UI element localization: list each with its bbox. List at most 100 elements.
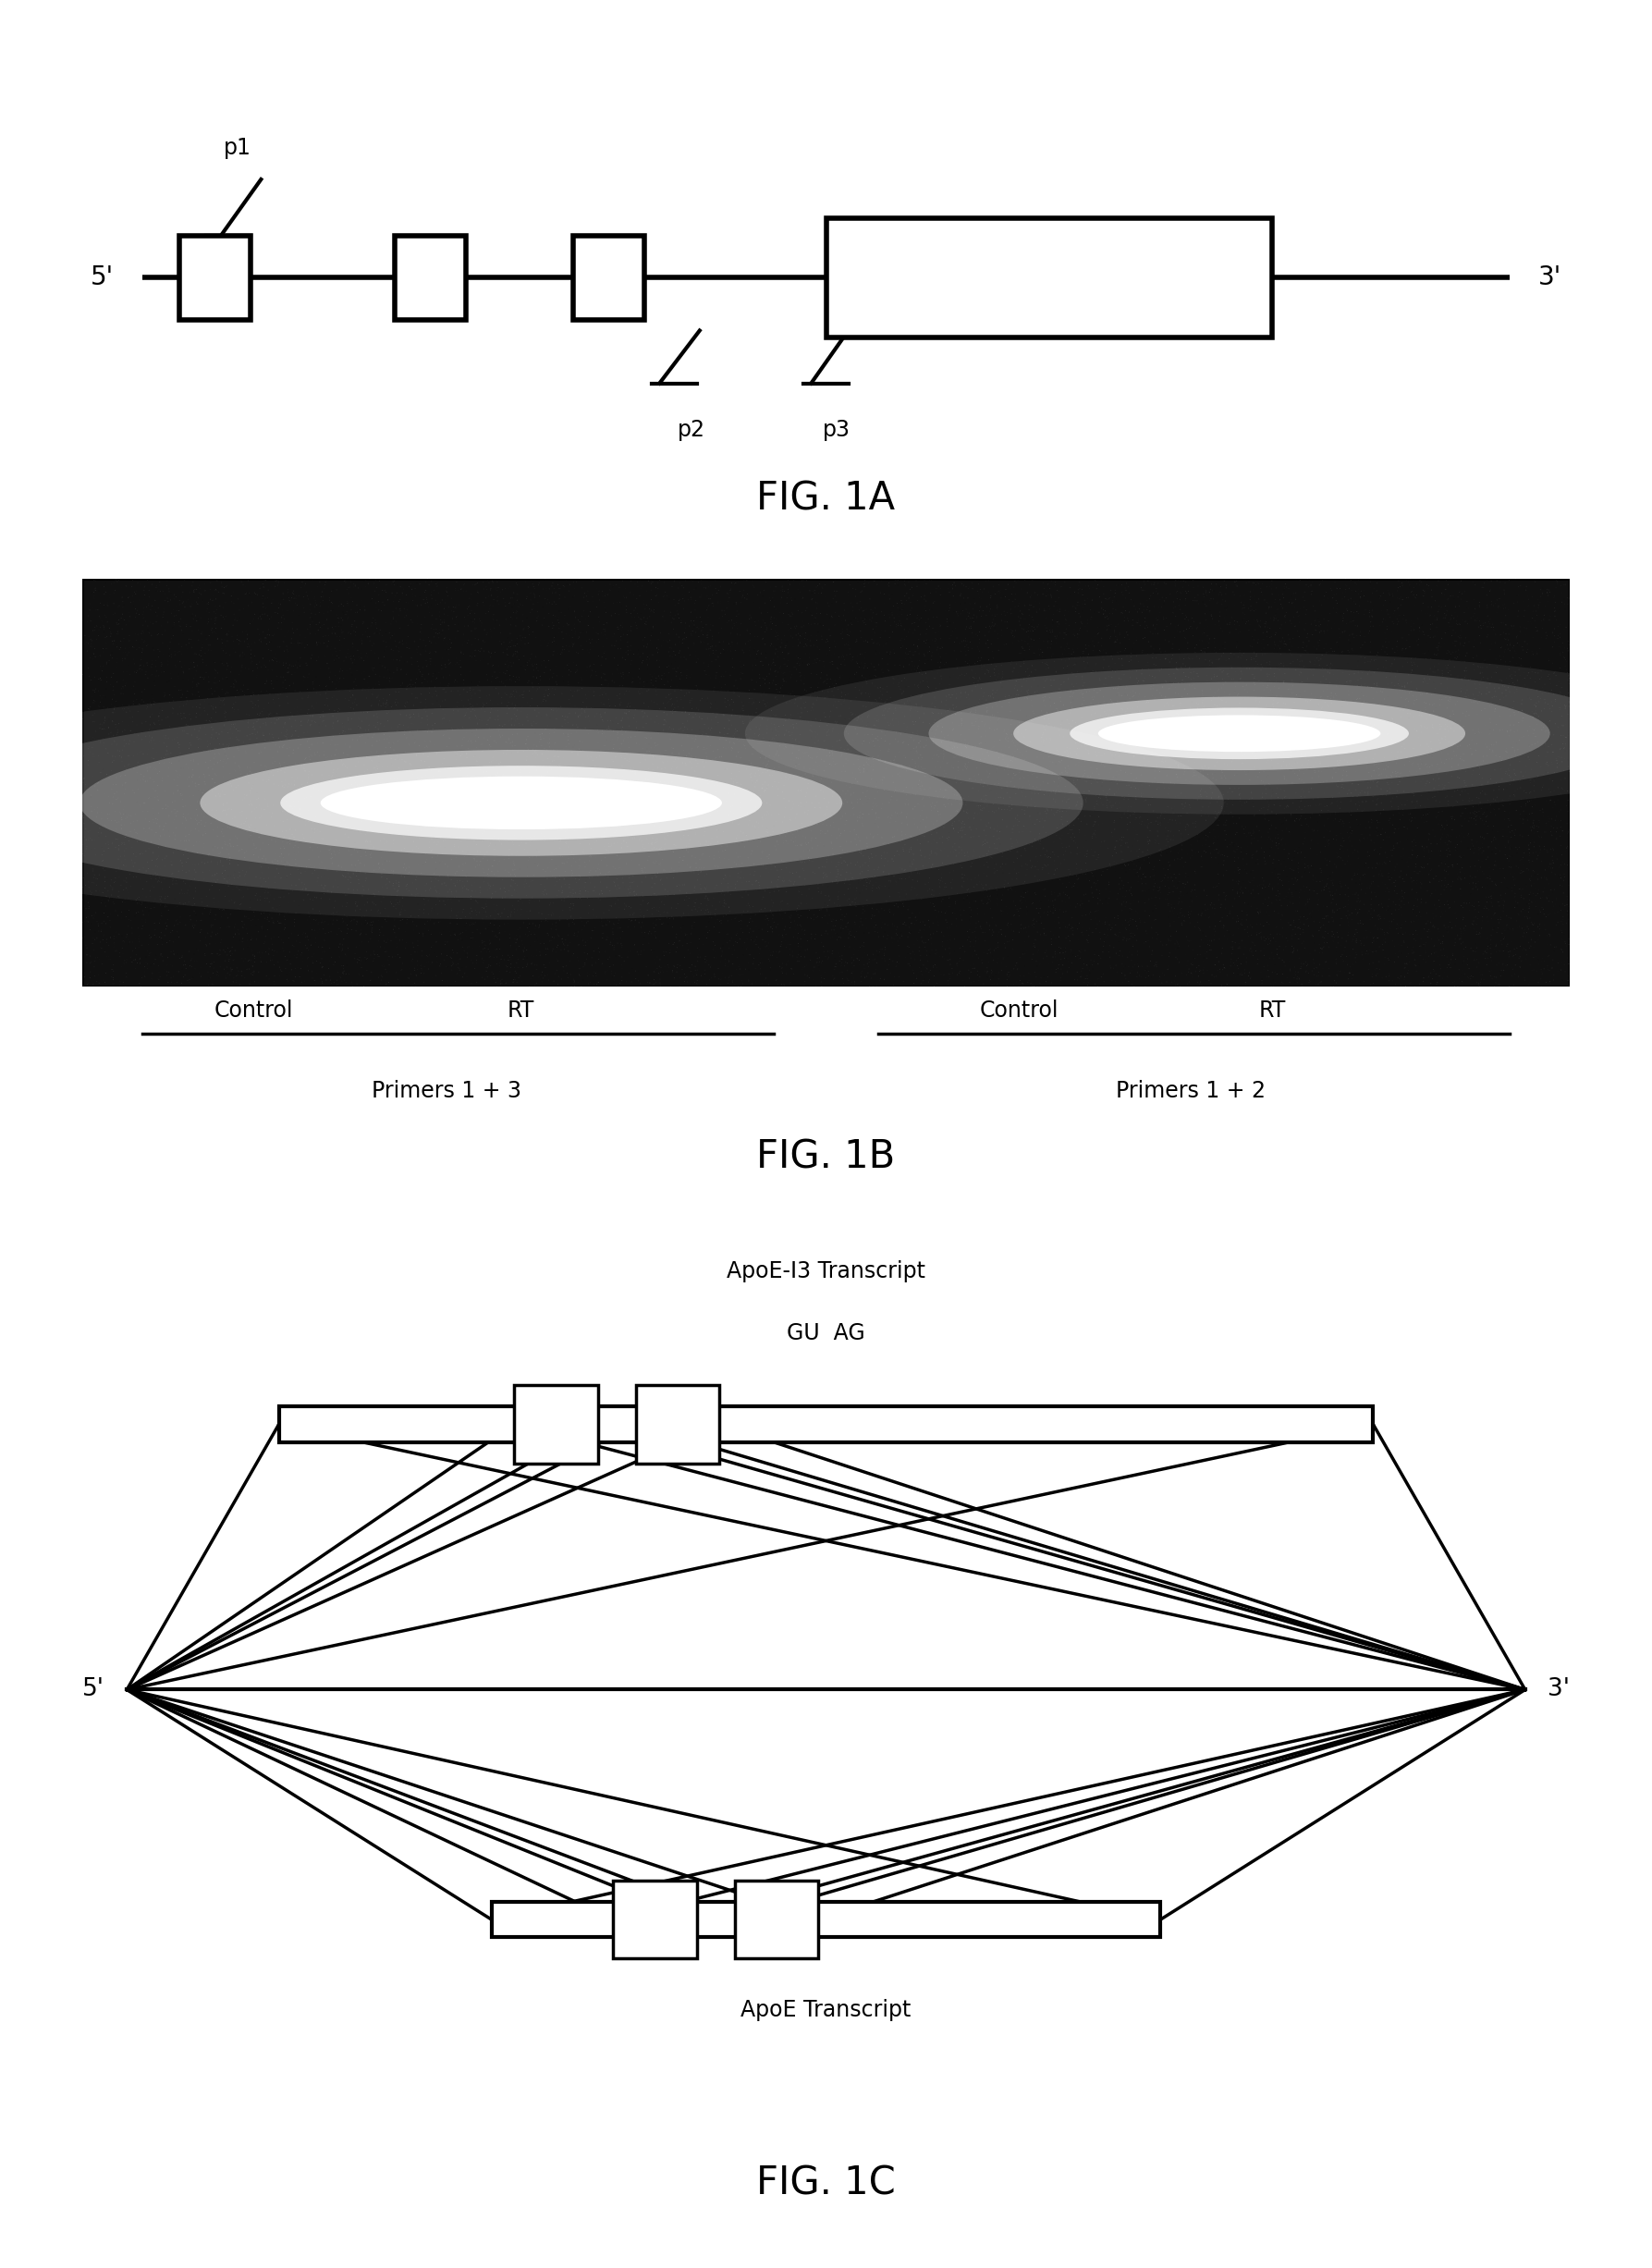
Point <box>963 909 990 946</box>
Point <box>507 814 534 850</box>
Point <box>1066 705 1092 742</box>
Point <box>661 959 687 996</box>
Point <box>451 624 477 660</box>
Point <box>555 608 582 644</box>
Point <box>251 581 278 617</box>
Point <box>393 696 420 733</box>
Point <box>1398 640 1424 676</box>
Point <box>567 857 593 894</box>
Point <box>783 746 809 782</box>
Point <box>1277 621 1303 658</box>
Point <box>79 671 106 708</box>
Point <box>1336 805 1363 841</box>
Point <box>636 671 662 708</box>
Point <box>871 937 897 973</box>
Point <box>889 932 915 968</box>
Point <box>273 900 299 937</box>
Point <box>1016 798 1042 835</box>
Point <box>276 837 302 873</box>
Point <box>586 769 613 805</box>
Point <box>633 694 659 730</box>
Point <box>1541 850 1568 887</box>
Point <box>187 771 213 807</box>
Point <box>1462 941 1488 978</box>
Point <box>1115 712 1142 748</box>
Point <box>983 710 1009 746</box>
Point <box>1350 821 1376 857</box>
Point <box>1315 687 1341 723</box>
Point <box>192 937 218 973</box>
Point <box>309 950 335 987</box>
Point <box>324 762 350 798</box>
Point <box>1505 576 1531 612</box>
Point <box>724 816 750 853</box>
Point <box>937 769 963 805</box>
Point <box>1323 767 1350 803</box>
Point <box>1204 869 1231 905</box>
Point <box>83 721 109 758</box>
Point <box>1376 907 1403 943</box>
Point <box>340 583 367 619</box>
Point <box>206 937 233 973</box>
Point <box>1507 744 1533 780</box>
Point <box>451 932 477 968</box>
Point <box>1365 782 1391 819</box>
Point <box>938 746 965 782</box>
Point <box>107 782 134 819</box>
Point <box>1219 705 1246 742</box>
Point <box>157 655 183 692</box>
Point <box>330 746 357 782</box>
Point <box>730 723 757 760</box>
Point <box>1469 844 1495 880</box>
Point <box>745 946 771 982</box>
Point <box>211 891 238 928</box>
Point <box>426 807 453 844</box>
Point <box>220 801 246 837</box>
Point <box>923 932 950 968</box>
Point <box>1526 660 1553 696</box>
Point <box>729 905 755 941</box>
Point <box>96 866 122 903</box>
Point <box>1365 590 1391 626</box>
Point <box>236 683 263 719</box>
Point <box>152 905 178 941</box>
Point <box>705 769 732 805</box>
Point <box>244 660 271 696</box>
Point <box>1409 676 1436 712</box>
Point <box>342 660 368 696</box>
Point <box>169 733 195 769</box>
Point <box>763 864 790 900</box>
Point <box>899 832 925 869</box>
Point <box>942 689 968 726</box>
Point <box>1099 651 1125 687</box>
Point <box>1411 839 1437 875</box>
Point <box>1221 717 1247 753</box>
Point <box>593 619 620 655</box>
Point <box>472 894 499 930</box>
Point <box>735 930 762 966</box>
Point <box>1492 608 1518 644</box>
Point <box>1120 919 1146 955</box>
Point <box>1247 891 1274 928</box>
Point <box>923 712 950 748</box>
Point <box>573 873 600 909</box>
Point <box>580 578 606 615</box>
Point <box>935 692 961 728</box>
Point <box>520 592 547 628</box>
Point <box>1521 787 1548 823</box>
Point <box>770 919 796 955</box>
Point <box>258 569 284 606</box>
Point <box>824 853 851 889</box>
Point <box>137 748 164 785</box>
Point <box>892 565 919 601</box>
Point <box>719 787 745 823</box>
Point <box>570 805 596 841</box>
Point <box>532 560 558 596</box>
Point <box>586 780 613 816</box>
Point <box>1229 737 1256 773</box>
Point <box>1303 726 1330 762</box>
Point <box>727 785 753 821</box>
Point <box>1515 658 1541 694</box>
Point <box>1421 934 1447 971</box>
Point <box>178 959 205 996</box>
